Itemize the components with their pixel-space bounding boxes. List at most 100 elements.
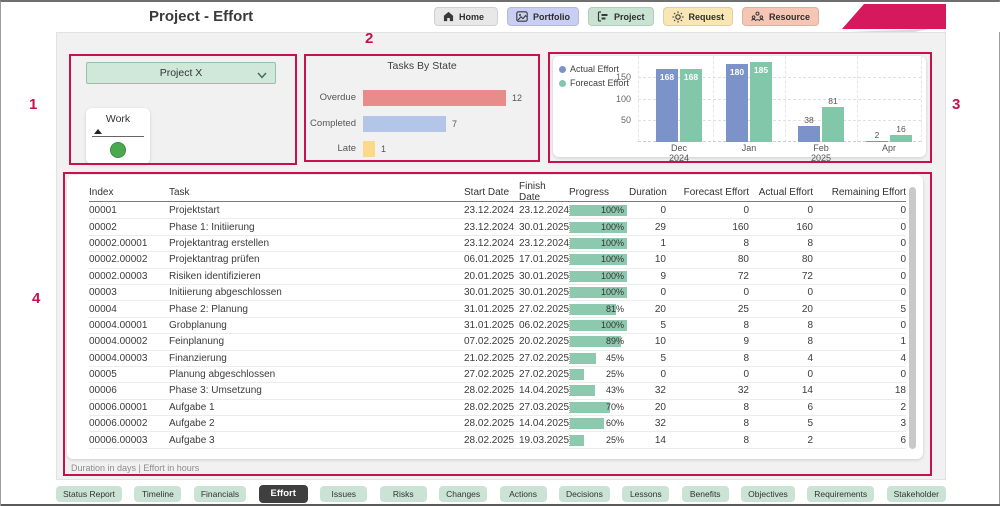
bar-overdue[interactable] <box>363 90 506 106</box>
column-header-start-date[interactable]: Start Date <box>464 186 510 198</box>
table-row[interactable]: 00006.00001 Aufgabe 1 28.02.2025 27.03.2025… <box>89 400 906 417</box>
column-dec-2024-actual-effort[interactable] <box>656 69 678 142</box>
tab-effort[interactable]: Effort <box>258 485 308 503</box>
column-feb-2025-actual-effort[interactable] <box>798 126 820 142</box>
category-separator <box>713 56 714 142</box>
tab-financials[interactable]: Financials <box>193 486 247 502</box>
tab-benefits[interactable]: Benefits <box>681 486 729 502</box>
table-row[interactable]: 00004 Phase 2: Planung 31.01.2025 27.02.202… <box>89 301 906 318</box>
tab-stakeholder[interactable]: Stakeholder <box>886 486 946 502</box>
table-row[interactable]: 00004.00003 Finanzierung 21.02.2025 27.02.2… <box>89 351 906 367</box>
effort-chart-plot-area: 168 168 180 185 38 81 2 16 <box>638 56 922 142</box>
progress-bar <box>570 434 584 446</box>
table-scrollbar[interactable] <box>909 187 916 449</box>
cell-duration: 9 <box>660 270 666 282</box>
table-row[interactable]: 00006 Phase 3: Umsetzung 28.02.2025 14.04.2… <box>89 383 906 400</box>
cell-start-date: 23.12.2024 <box>464 205 515 217</box>
tab-changes[interactable]: Changes <box>439 486 488 502</box>
progress-track: 100% <box>569 221 627 233</box>
column-jan-actual-effort[interactable] <box>726 64 748 142</box>
cell-finish-date: 06.02.2025 <box>519 319 569 331</box>
table-row[interactable]: 00002.00001 Projektantrag erstellen 23.12.… <box>89 236 906 253</box>
cell-start-date: 28.02.2025 <box>464 385 515 397</box>
table-row[interactable]: 00006.00003 Aufgabe 3 28.02.2025 19.03.2025… <box>89 432 906 449</box>
cell-task: Aufgabe 3 <box>169 434 215 446</box>
cell-start-date: 28.02.2025 <box>464 434 515 446</box>
column-feb-2025-forecast-effort[interactable] <box>822 107 844 142</box>
column-header-duration[interactable]: Duration <box>629 186 667 198</box>
column-header-finish-date[interactable]: Finish Date <box>519 181 546 203</box>
cell-index: 00002.00002 <box>89 254 148 266</box>
work-kpi-card: Work <box>86 108 150 164</box>
tab-issues[interactable]: Issues <box>320 486 368 502</box>
tab-status-report[interactable]: Status Report <box>56 486 122 502</box>
nav-home-button[interactable]: Home <box>434 7 498 26</box>
column-header-progress[interactable]: Progress <box>569 186 610 198</box>
project-dropdown[interactable]: Project X <box>86 62 276 84</box>
nav-project-button[interactable]: Project <box>588 7 654 26</box>
table-row[interactable]: 00003 Initiierung abgeschlossen 30.01.2025… <box>89 285 906 302</box>
progress-track: 81% <box>569 303 626 315</box>
cell-actual-effort: 5 <box>807 418 813 430</box>
corner-ribbon <box>842 4 946 29</box>
table-row[interactable]: 00006.00002 Aufgabe 2 28.02.2025 14.04.2025… <box>89 416 906 433</box>
tab-lessons[interactable]: Lessons <box>622 486 670 502</box>
effort-by-month-chart: Actual Effort Forecast Effort 50 100 150 16… <box>553 56 926 162</box>
cell-index: 00003 <box>89 287 117 299</box>
progress-value: 100% <box>600 254 624 265</box>
progress-cell: 43% <box>569 385 629 397</box>
cell-actual-effort: 8 <box>807 336 813 348</box>
cell-index: 00002.00003 <box>89 270 148 282</box>
nav-resource-button[interactable]: Resource <box>742 7 820 26</box>
column-header-remaining-effort[interactable]: Remaining Effort <box>831 186 906 198</box>
column-apr-actual-effort[interactable] <box>866 141 888 142</box>
cell-duration: 0 <box>660 287 666 299</box>
tab-decisions[interactable]: Decisions <box>559 486 610 502</box>
cell-actual-effort: 80 <box>801 254 813 266</box>
cell-finish-date: 27.02.2025 <box>519 369 569 381</box>
cell-forecast-effort: 9 <box>743 336 749 348</box>
cell-start-date: 28.02.2025 <box>464 401 515 413</box>
progress-bar <box>570 270 627 282</box>
progress-bar <box>570 401 610 413</box>
cell-task: Grobplanung <box>169 319 227 331</box>
progress-value: 100% <box>600 270 624 281</box>
cell-task: Phase 2: Planung <box>169 303 248 315</box>
progress-track: 45% <box>569 352 626 364</box>
column-dec-2024-forecast-effort[interactable] <box>680 69 702 142</box>
table-row[interactable]: 00001 Projektstart 23.12.2024 23.12.2024 100… <box>89 203 906 220</box>
nav-portfolio-label: Portfolio <box>533 11 570 22</box>
bar-completed[interactable] <box>363 116 446 132</box>
tab-timeline[interactable]: Timeline <box>134 486 182 502</box>
table-row[interactable]: 00002.00003 Risiken identifizieren 20.01.2… <box>89 269 906 285</box>
cell-finish-date: 27.03.2025 <box>519 401 569 413</box>
column-apr-forecast-effort[interactable] <box>890 135 912 142</box>
table-row[interactable]: 00002.00002 Projektantrag prüfen 06.01.202… <box>89 252 906 269</box>
tab-objectives[interactable]: Objectives <box>741 486 795 502</box>
cell-actual-effort: 0 <box>807 205 813 217</box>
nav-portfolio-button[interactable]: Portfolio <box>507 7 579 26</box>
bar-late[interactable] <box>363 141 375 157</box>
x-axis-label-feb-2025: Feb 2025 <box>810 143 832 163</box>
y-axis-tick: 100 <box>615 93 631 104</box>
progress-value: 60% <box>605 418 624 429</box>
table-row[interactable]: 00005 Planung abgeschlossen 27.02.2025 27.0… <box>89 367 906 384</box>
cell-index: 00004 <box>89 303 117 315</box>
tab-requirements[interactable]: Requirements <box>807 486 875 502</box>
progress-track: 100% <box>569 237 627 249</box>
column-jan-forecast-effort[interactable] <box>750 62 772 142</box>
table-row[interactable]: 00004.00002 Feinplanung 07.02.2025 20.02.20… <box>89 334 906 351</box>
nav-request-button[interactable]: Request <box>662 7 734 26</box>
table-row[interactable]: 00004.00001 Grobplanung 31.01.2025 06.02.20… <box>89 318 906 335</box>
table-row[interactable]: 00002 Phase 1: Initiierung 23.12.2024 30.01… <box>89 219 906 236</box>
table-body: 00001 Projektstart 23.12.2024 23.12.2024 100… <box>89 203 906 449</box>
tab-risks[interactable]: Risks <box>379 486 427 502</box>
column-value-label: 185 <box>753 65 769 75</box>
column-header-actual-effort[interactable]: Actual Effort <box>758 186 813 198</box>
tab-actions[interactable]: Actions <box>499 486 547 502</box>
cell-remaining-effort: 18 <box>894 385 906 397</box>
column-header-task[interactable]: Task <box>169 186 190 198</box>
column-header-index[interactable]: Index <box>89 186 114 198</box>
bottom-edge <box>1 504 1000 506</box>
column-header-forecast-effort[interactable]: Forecast Effort <box>683 186 749 198</box>
